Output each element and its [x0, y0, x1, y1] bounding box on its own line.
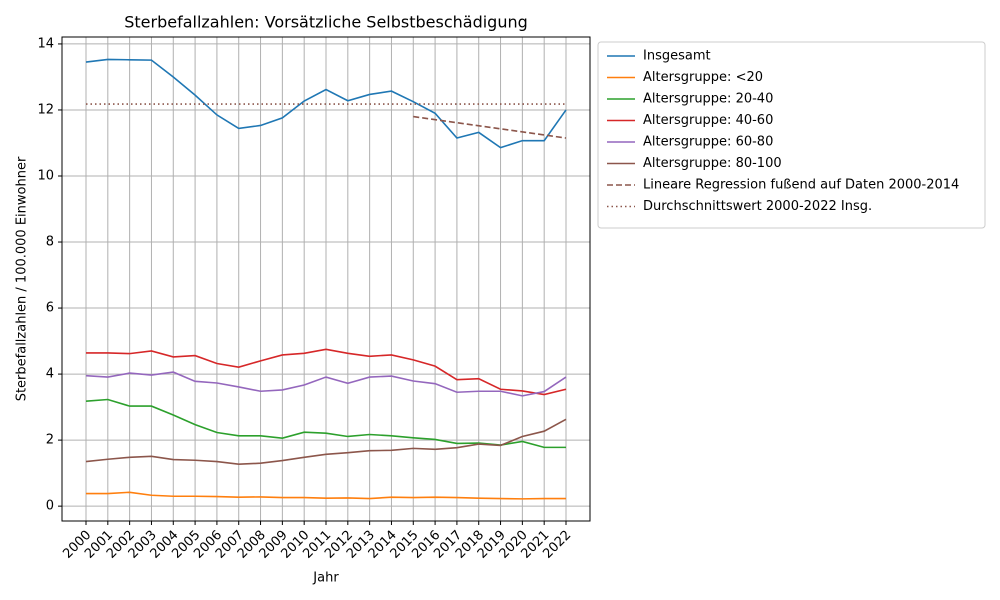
legend-label: Lineare Regression fußend auf Daten 2000… [643, 178, 959, 193]
y-tick-label: 0 [46, 499, 54, 514]
x-axis-label: Jahr [312, 571, 339, 586]
y-tick-label: 10 [37, 168, 54, 183]
series-line [86, 491, 566, 500]
legend-label: Altersgruppe: 20-40 [643, 92, 773, 107]
y-tick-label: 4 [46, 367, 54, 382]
chart-title: Sterbefallzahlen: Vorsätzliche Selbstbes… [124, 13, 528, 32]
y-tick-label: 6 [46, 301, 54, 316]
legend-label: Altersgruppe: 40-60 [643, 113, 773, 128]
y-tick-label: 14 [37, 36, 54, 51]
legend-label: Durchschnittswert 2000-2022 Insg. [643, 199, 872, 214]
y-tick-label: 8 [46, 235, 54, 250]
legend-label: Altersgruppe: 80-100 [643, 156, 782, 171]
legend-label: Altersgruppe: 60-80 [643, 135, 773, 150]
legend-label: Altersgruppe: <20 [643, 70, 763, 85]
series-line [85, 58, 567, 149]
series-line [86, 348, 567, 396]
legend: Insgesamt Altersgruppe: <20 Altersgruppe: … [597, 41, 986, 229]
legend-label: Insgesamt [643, 49, 711, 64]
plot-frame [61, 36, 591, 522]
y-tick-label: 12 [37, 102, 54, 117]
y-tick-label: 2 [46, 433, 54, 448]
series-line [85, 418, 567, 466]
series-line [413, 115, 567, 139]
legend-box [597, 41, 986, 229]
series-line [85, 371, 567, 397]
y-axis-label: Sterbefallzahlen / 100.000 Einwohner [15, 156, 30, 401]
